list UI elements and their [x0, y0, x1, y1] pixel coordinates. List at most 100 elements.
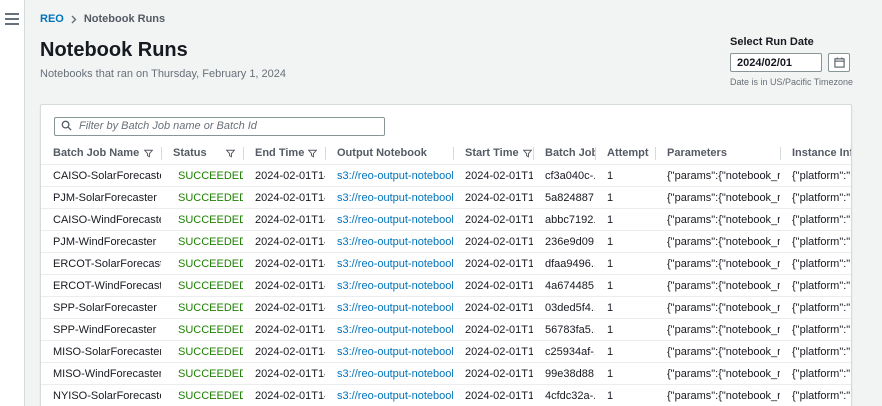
column-label: Parameters — [667, 147, 727, 160]
cell-parameters: {"params":{"notebook_run"... — [655, 340, 780, 363]
cell-batch-job-id: 4a674485... — [533, 274, 595, 297]
output-notebook-link[interactable]: s3://reo-output-notebooks-44... — [337, 367, 453, 380]
cell-output-notebook: s3://reo-output-notebooks-44... — [325, 296, 453, 319]
cell-instance-info: {"platform":"Linu... — [792, 169, 851, 182]
run-date-label: Select Run Date — [730, 36, 814, 48]
collapsed-sidebar — [0, 0, 25, 406]
status-text: SUCCEEDED — [178, 301, 243, 314]
search-icon — [61, 120, 72, 131]
filter-icon[interactable] — [308, 149, 318, 158]
cell-start-time: 2024-02-01T14... — [453, 340, 533, 363]
table-row: CAISO-SolarForecaster SUCCEEDED 2024-02-… — [41, 165, 851, 187]
cell-output-notebook: s3://reo-output-notebooks-44... — [325, 362, 453, 385]
cell-batch-job-name: ERCOT-WindForecaster — [41, 274, 161, 297]
cell-parameters: {"params":{"notebook_run"... — [655, 384, 780, 406]
cell-end-time: 2024-02-01T14... — [243, 384, 325, 406]
cell-attempt: 1 — [595, 252, 655, 275]
status-text: SUCCEEDED — [178, 191, 243, 204]
column-header-attempt[interactable]: Attempt — [595, 142, 655, 165]
column-label: Status — [173, 147, 207, 160]
menu-icon[interactable] — [5, 13, 19, 25]
column-header-instance-info[interactable]: Instance Info — [780, 142, 851, 165]
filter-icon[interactable] — [144, 149, 153, 158]
column-header-status[interactable]: Status — [161, 142, 243, 165]
filter-input[interactable] — [54, 116, 385, 136]
cell-end-time: 2024-02-01T14... — [243, 252, 325, 275]
output-notebook-link[interactable]: s3://reo-output-notebooks-44... — [337, 323, 453, 336]
table-row: SPP-WindForecaster SUCCEEDED 2024-02-01T… — [41, 318, 851, 341]
cell-status: SUCCEEDED — [161, 384, 243, 406]
cell-start-time: 2024-02-01T14... — [453, 362, 533, 385]
table-row: MISO-SolarForecaster SUCCEEDED 2024-02-0… — [41, 340, 851, 363]
cell-batch-job-id: cf3a040c-... — [545, 169, 595, 182]
cell-end-time: 2024-02-01T14... — [243, 340, 325, 363]
cell-batch-job-id: 56783fa5... — [533, 318, 595, 341]
column-header-parameters[interactable]: Parameters — [655, 142, 780, 165]
filter-icon[interactable] — [522, 149, 532, 158]
chevron-right-icon — [71, 15, 77, 23]
cell-batch-job-name: ERCOT-SolarForecaster — [41, 252, 161, 275]
status-text: SUCCEEDED — [178, 279, 243, 292]
cell-parameters: {"params":{"notebook_run"... — [655, 252, 780, 275]
column-label: Start Time — [465, 147, 519, 160]
cell-parameters: {"params":{"notebook_run"... — [655, 274, 780, 297]
column-header-output-notebook[interactable]: Output Notebook — [325, 142, 453, 165]
output-notebook-link[interactable]: s3://reo-output-notebooks-44... — [337, 301, 453, 314]
cell-status: SUCCEEDED — [161, 296, 243, 319]
table-row: MISO-WindForecaster SUCCEEDED 2024-02-01… — [41, 362, 851, 385]
table-row: ERCOT-WindForecaster SUCCEEDED 2024-02-0… — [41, 274, 851, 297]
table-row: SPP-SolarForecaster SUCCEEDED 2024-02-01… — [41, 296, 851, 319]
cell-end-time: 2024-02-01T14... — [243, 230, 325, 253]
cell-batch-job-id: 99e38d88... — [533, 362, 595, 385]
cell-parameters: {"params":{"notebook_run"... — [655, 296, 780, 319]
cell-batch-job-name: PJM-WindForecaster — [41, 230, 161, 253]
run-date-input[interactable] — [730, 53, 822, 72]
breadcrumb-link-reo[interactable]: REO — [40, 13, 64, 25]
status-text: SUCCEEDED — [178, 323, 243, 336]
cell-output-notebook: s3://reo-output-notebooks-44... — [325, 230, 453, 253]
cell-output-notebook: s3://reo-output-notebooks-44... — [325, 208, 453, 231]
cell-start-time: 2024-02-01T14... — [453, 274, 533, 297]
output-notebook-link[interactable]: s3://reo-output-notebooks-44... — [337, 345, 453, 358]
cell-attempt: 1 — [595, 296, 655, 319]
filter-icon[interactable] — [226, 149, 235, 158]
output-notebook-link[interactable]: s3://reo-output-notebooks-44... — [337, 389, 453, 402]
cell-output-notebook: s3://reo-output-notebooks-44... — [325, 252, 453, 275]
column-header-batch-job[interactable]: Batch Job... — [533, 142, 595, 165]
output-notebook-link[interactable]: s3://reo-output-notebooks-44... — [337, 191, 453, 204]
column-label: Attempt — [607, 147, 649, 160]
cell-instance-info: {"platform":"Linu... — [780, 384, 851, 406]
column-header-start-time[interactable]: Start Time — [453, 142, 533, 165]
output-notebook-link[interactable]: s3://reo-output-notebooks-44... — [337, 169, 453, 182]
output-notebook-link[interactable]: s3://reo-output-notebooks-44... — [337, 279, 453, 292]
column-label: Batch Job... — [545, 147, 595, 160]
cell-batch-job-id: dfaa9496... — [533, 252, 595, 275]
column-label: Instance Info — [792, 147, 851, 160]
column-header-batch-job-name[interactable]: Batch Job Name — [41, 142, 161, 165]
output-notebook-link[interactable]: s3://reo-output-notebooks-44... — [337, 213, 453, 226]
cell-start-time: 2024-02-01T14... — [465, 169, 533, 182]
cell-end-time: 2024-02-01T14... — [255, 169, 325, 182]
cell-status: SUCCEEDED — [161, 318, 243, 341]
cell-end-time: 2024-02-01T14... — [243, 186, 325, 209]
status-text: SUCCEEDED — [178, 169, 243, 182]
cell-batch-job-name: MISO-WindForecaster — [41, 362, 161, 385]
cell-output-notebook: s3://reo-output-notebooks-44... — [325, 340, 453, 363]
cell-batch-job-id: 4cfdc32a-... — [533, 384, 595, 406]
calendar-button[interactable] — [828, 53, 850, 72]
cell-output-notebook: s3://reo-output-notebooks-44... — [325, 384, 453, 406]
cell-start-time: 2024-02-01T14... — [453, 208, 533, 231]
status-text: SUCCEEDED — [178, 257, 243, 270]
cell-instance-info: {"platform":"Linu... — [780, 340, 851, 363]
table-row: CAISO-WindForecaster SUCCEEDED 2024-02-0… — [41, 208, 851, 231]
output-notebook-link[interactable]: s3://reo-output-notebooks-44... — [337, 235, 453, 248]
notebook-runs-card: Batch Job Name Status End Time Output Noteb… — [40, 104, 852, 406]
cell-batch-job-name: CAISO-WindForecaster — [41, 208, 161, 231]
column-header-end-time[interactable]: End Time — [243, 142, 325, 165]
cell-output-notebook: s3://reo-output-notebooks-44... — [325, 318, 453, 341]
output-notebook-link[interactable]: s3://reo-output-notebooks-44... — [337, 257, 453, 270]
status-text: SUCCEEDED — [178, 345, 243, 358]
column-label: Batch Job Name — [53, 147, 140, 160]
status-text: SUCCEEDED — [178, 235, 243, 248]
table-row: PJM-WindForecaster SUCCEEDED 2024-02-01T… — [41, 230, 851, 253]
